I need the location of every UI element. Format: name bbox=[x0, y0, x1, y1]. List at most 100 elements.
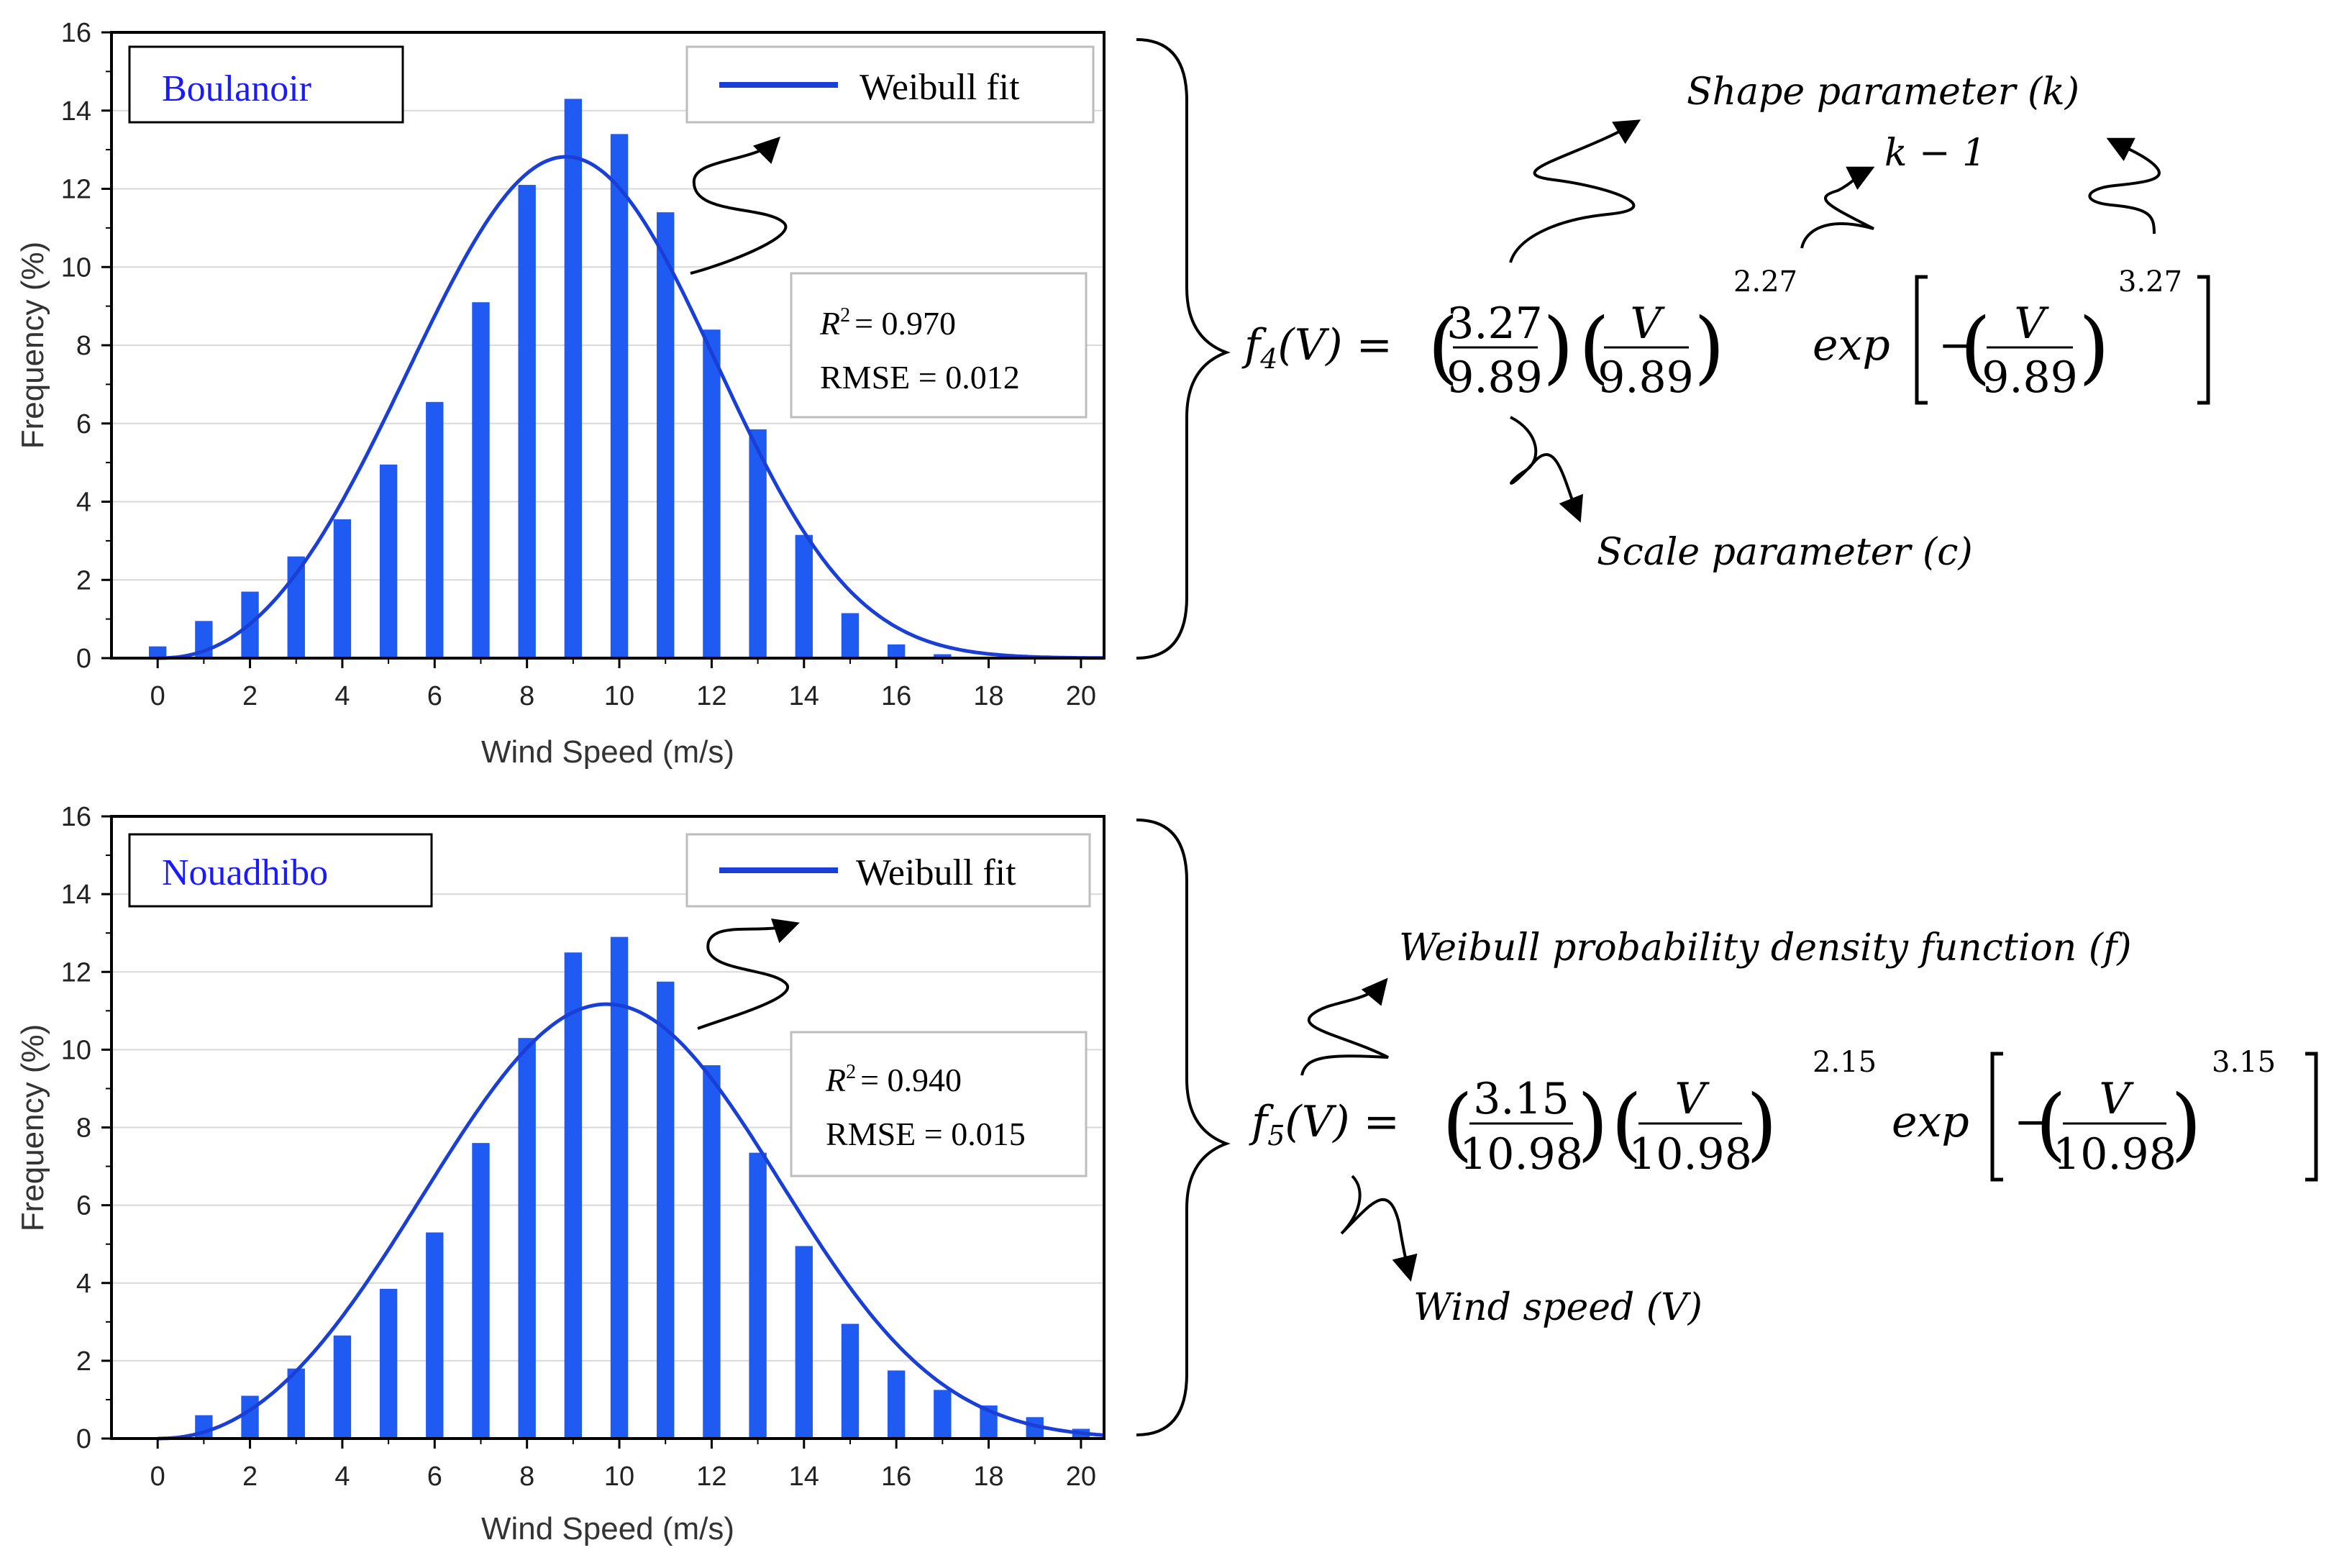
x-tick-label: 16 bbox=[881, 681, 911, 711]
x-tick-label: 0 bbox=[150, 1462, 165, 1492]
paren-close-2: ) bbox=[1746, 1077, 1777, 1170]
eq1-k: 3.27 bbox=[1446, 298, 1543, 349]
squiggle-arrow-fit bbox=[697, 919, 800, 1030]
bar bbox=[887, 1370, 906, 1439]
eq2-exp-word: exp bbox=[1892, 1097, 1969, 1147]
eq1-exp-word: exp bbox=[1813, 320, 1890, 370]
x-tick-label: 20 bbox=[1066, 1462, 1096, 1492]
annotation-wind-speed: Wind speed (V) bbox=[1413, 1286, 1702, 1329]
squiggle-arrow-scale bbox=[1510, 416, 1584, 523]
squiggle-arrow-pdf bbox=[1300, 977, 1389, 1076]
y-tick-label: 8 bbox=[76, 1113, 91, 1144]
x-axis-title: Wind Speed (m/s) bbox=[481, 1511, 734, 1546]
weibull-fit-line bbox=[158, 1002, 1105, 1441]
station-label-box: Boulanoir bbox=[128, 45, 404, 124]
bracket-open bbox=[1915, 275, 1928, 405]
eq2-k: 3.15 bbox=[1473, 1074, 1569, 1124]
y-tick-label: 6 bbox=[76, 409, 91, 439]
y-tick-label: 14 bbox=[61, 880, 91, 910]
y-tick-label: 14 bbox=[61, 96, 91, 127]
weibull-fit-line bbox=[158, 155, 1104, 660]
annotation-scale-parameter: Scale parameter (c) bbox=[1597, 531, 1973, 574]
bar bbox=[703, 1065, 721, 1439]
x-tick-label: 2 bbox=[242, 1462, 257, 1492]
paren-open-3: ( bbox=[1960, 301, 1991, 393]
bar bbox=[564, 99, 583, 658]
y-tick-label: 2 bbox=[76, 1346, 91, 1377]
paren-close-3: ) bbox=[2079, 301, 2110, 393]
rmse: RMSE = 0.015 bbox=[826, 1116, 1026, 1152]
eq2-exp-outer: 2.15 bbox=[1813, 1046, 1877, 1079]
x-tick-label: 4 bbox=[334, 681, 350, 711]
bar bbox=[518, 185, 536, 658]
squiggle-arrow-km1 bbox=[1800, 166, 1875, 249]
eq1-exp-outer: 2.27 bbox=[1733, 265, 1797, 298]
y-axis-title: Frequency (%) bbox=[15, 242, 50, 450]
y-tick-label: 0 bbox=[76, 1424, 91, 1454]
bar bbox=[795, 1246, 813, 1439]
bar bbox=[148, 646, 167, 658]
bar bbox=[749, 429, 767, 658]
y-tick-label: 16 bbox=[61, 802, 91, 832]
equation-f5: f5(V) = ( 3.15 10.98 ) ( V 10.98 ) 2.15 … bbox=[1249, 926, 2318, 1329]
bar bbox=[472, 1143, 490, 1439]
bar bbox=[841, 1323, 860, 1439]
legend-label: Weibull fit bbox=[856, 852, 1016, 893]
x-tick-label: 16 bbox=[881, 1462, 911, 1492]
bar bbox=[426, 1232, 444, 1439]
bar bbox=[934, 1390, 952, 1439]
paren-open-2: ( bbox=[1611, 1077, 1642, 1170]
bar bbox=[749, 1152, 767, 1439]
x-axis-title: Wind Speed (m/s) bbox=[481, 734, 734, 770]
bar bbox=[333, 519, 352, 658]
eq1-v: V bbox=[1630, 298, 1665, 349]
annotation-pdf: Weibull probability density function (f) bbox=[1399, 926, 2132, 970]
paren-open-1: ( bbox=[1442, 1077, 1473, 1170]
fit-stats-box: R2 = 0.940 RMSE = 0.015 bbox=[790, 1031, 1088, 1177]
y-tick-label: 16 bbox=[61, 18, 91, 48]
bar bbox=[287, 1368, 305, 1439]
x-tick-label: 14 bbox=[789, 1462, 819, 1492]
bracket-close bbox=[2197, 275, 2210, 405]
y-tick-label: 10 bbox=[61, 252, 91, 283]
squiggle-arrow-shape-2 bbox=[2088, 137, 2161, 234]
squiggle-arrow-fit bbox=[690, 136, 788, 275]
x-tick-label: 18 bbox=[973, 681, 1003, 711]
bar bbox=[841, 613, 860, 658]
eq1-c2: 9.89 bbox=[1597, 352, 1694, 403]
eq2-c: 10.98 bbox=[1459, 1129, 1583, 1180]
x-tick-label: 10 bbox=[604, 681, 634, 711]
bar bbox=[795, 534, 813, 658]
bracket-close bbox=[2305, 1052, 2318, 1182]
y-tick-label: 12 bbox=[61, 957, 91, 988]
y-tick-label: 10 bbox=[61, 1035, 91, 1065]
x-tick-label: 2 bbox=[242, 681, 257, 711]
eq2-c3: 10.98 bbox=[2053, 1129, 2176, 1180]
paren-close-3: ) bbox=[2171, 1077, 2202, 1170]
fit-stats-box: R2 = 0.970 RMSE = 0.012 bbox=[790, 272, 1088, 419]
rmse: RMSE = 0.012 bbox=[820, 359, 1020, 396]
y-tick-label: 4 bbox=[76, 1269, 91, 1299]
y-tick-label: 4 bbox=[76, 488, 91, 518]
eq1-c3: 9.89 bbox=[1982, 352, 2078, 403]
legend-label: Weibull fit bbox=[860, 67, 1020, 108]
brace-1 bbox=[1136, 38, 1231, 660]
eq2-minus: − bbox=[2014, 1097, 2050, 1147]
eq2-v2: V bbox=[2099, 1074, 2134, 1124]
bar bbox=[379, 1288, 398, 1439]
bar bbox=[426, 401, 444, 658]
equation-f4: f4(V) = ( 3.27 9.89 ) ( V 9.89 ) 2.27 ex… bbox=[1241, 70, 2210, 574]
bar bbox=[379, 464, 398, 658]
bar bbox=[564, 952, 583, 1439]
bar bbox=[657, 981, 675, 1439]
x-tick-label: 8 bbox=[519, 1462, 534, 1492]
eq1-v2: V bbox=[2014, 298, 2049, 349]
bar bbox=[241, 1395, 259, 1439]
x-tick-label: 18 bbox=[973, 1462, 1003, 1492]
eq1-c: 9.89 bbox=[1446, 352, 1543, 403]
bar bbox=[472, 302, 490, 658]
station-label-box: Nouadhibo bbox=[128, 833, 433, 908]
bar bbox=[887, 644, 906, 658]
x-tick-label: 12 bbox=[696, 1462, 726, 1492]
